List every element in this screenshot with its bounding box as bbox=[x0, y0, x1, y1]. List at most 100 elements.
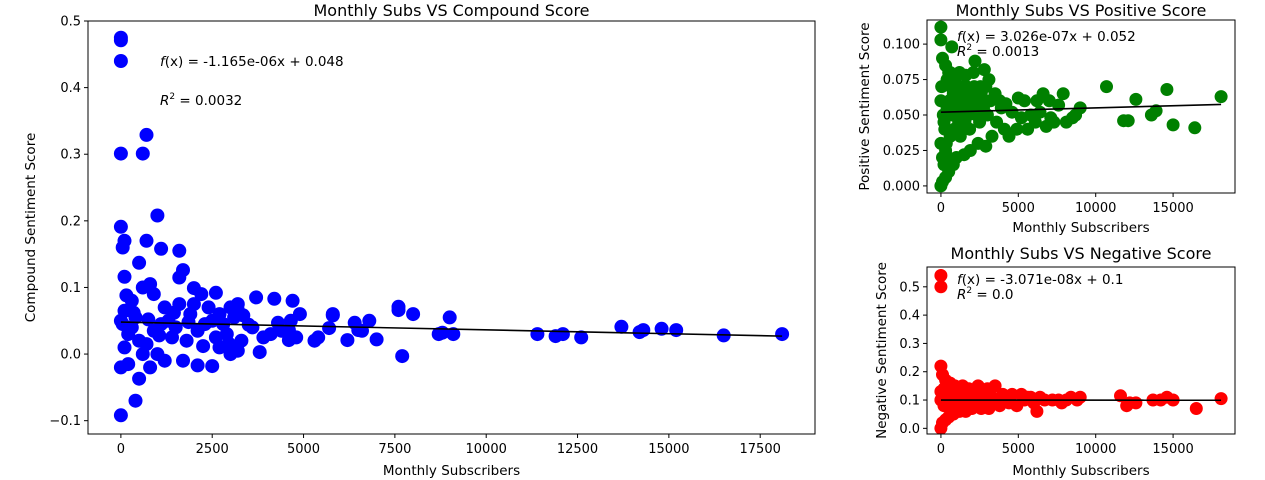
data-point bbox=[1033, 390, 1047, 404]
plot-frame bbox=[87, 20, 816, 435]
data-point bbox=[119, 288, 134, 303]
y-tick-label: 0.4 bbox=[60, 81, 81, 96]
data-point bbox=[636, 323, 651, 338]
data-point bbox=[285, 293, 300, 308]
data-point bbox=[934, 269, 948, 282]
y-tick-label: 0.1 bbox=[60, 281, 81, 296]
data-point bbox=[172, 243, 187, 258]
data-point bbox=[942, 108, 956, 122]
data-point bbox=[968, 54, 982, 68]
data-point bbox=[166, 305, 181, 320]
data-point bbox=[121, 357, 136, 372]
fit-equation: f(x) = -3.071e-08x + 0.1 bbox=[957, 272, 1123, 288]
r-squared: R2 = 0.0 bbox=[957, 286, 1014, 303]
y-axis-label: Compound Sentiment Score bbox=[23, 133, 39, 323]
data-point bbox=[113, 219, 128, 234]
data-point bbox=[172, 270, 187, 285]
x-tick-label: 0 bbox=[937, 201, 945, 216]
data-point bbox=[132, 333, 147, 348]
data-point bbox=[669, 323, 684, 338]
data-point bbox=[973, 80, 987, 94]
data-point bbox=[135, 146, 150, 161]
data-point bbox=[283, 313, 298, 328]
data-point bbox=[322, 321, 337, 336]
y-tick-label: 0.0 bbox=[899, 422, 920, 437]
y-tick-label: 0.3 bbox=[899, 337, 920, 352]
data-point bbox=[395, 349, 410, 364]
data-point bbox=[190, 323, 205, 338]
data-point bbox=[977, 101, 990, 115]
r-squared-rest: = 0.0032 bbox=[175, 93, 242, 109]
scatter-points bbox=[934, 20, 1228, 193]
data-point bbox=[966, 66, 980, 79]
data-point bbox=[201, 300, 216, 315]
data-point bbox=[939, 144, 953, 157]
data-point bbox=[179, 333, 194, 348]
data-point bbox=[256, 330, 271, 345]
data-point bbox=[208, 285, 223, 300]
trend-line bbox=[940, 103, 1222, 113]
x-tick-label: 5000 bbox=[1002, 442, 1035, 457]
data-point bbox=[391, 303, 406, 318]
data-point bbox=[117, 269, 132, 284]
chart-title: Monthly Subs VS Positive Score bbox=[956, 1, 1207, 20]
data-point bbox=[205, 359, 220, 374]
x-tick-label: 17500 bbox=[740, 442, 781, 457]
y-tick-label: 0.050 bbox=[883, 109, 920, 124]
data-point bbox=[150, 208, 165, 223]
y-tick-label: 0.2 bbox=[60, 214, 81, 229]
data-point bbox=[1056, 87, 1070, 101]
data-point bbox=[208, 330, 223, 345]
data-point bbox=[139, 127, 154, 142]
y-tick-label: 0.100 bbox=[883, 38, 920, 53]
data-point bbox=[1044, 111, 1058, 125]
y-axis-label: Negative Sentiment Score bbox=[874, 262, 890, 439]
y-tick-label: 0.000 bbox=[883, 179, 920, 194]
data-point bbox=[194, 287, 209, 302]
data-point bbox=[152, 328, 167, 343]
data-point bbox=[113, 54, 128, 68]
data-point bbox=[126, 305, 141, 320]
r-squared-rest: = 0.0013 bbox=[972, 44, 1039, 60]
data-point bbox=[775, 327, 790, 342]
data-point bbox=[1066, 111, 1079, 125]
data-point bbox=[937, 382, 951, 396]
data-point bbox=[968, 396, 982, 410]
x-axis-label: Monthly Subscribers bbox=[383, 463, 520, 479]
plot-frame bbox=[926, 266, 1236, 435]
y-tick-label: −0.1 bbox=[49, 414, 81, 429]
data-point bbox=[139, 233, 154, 248]
y-tick-label: 0.5 bbox=[899, 280, 920, 295]
data-point bbox=[289, 330, 304, 345]
r-squared-sup: 2 bbox=[169, 92, 175, 102]
data-point bbox=[934, 280, 948, 294]
r-squared-r: R bbox=[957, 287, 966, 303]
data-point bbox=[132, 255, 147, 270]
data-point bbox=[1214, 392, 1228, 406]
data-point bbox=[141, 312, 156, 327]
y-tick-label: 0.4 bbox=[899, 309, 920, 324]
data-point bbox=[325, 308, 340, 323]
fit-equation-f: f bbox=[957, 272, 964, 288]
r-squared-sup: 2 bbox=[966, 43, 972, 53]
data-point bbox=[1129, 92, 1143, 106]
fit-equation-rest: (x) = -3.071e-08x + 0.1 bbox=[962, 272, 1124, 288]
data-point bbox=[267, 291, 282, 306]
y-tick-label: 0.1 bbox=[899, 394, 920, 409]
data-point bbox=[1018, 94, 1031, 108]
data-point bbox=[369, 332, 384, 347]
data-point bbox=[115, 317, 130, 332]
y-tick-label: 0.0 bbox=[60, 348, 81, 363]
data-point bbox=[446, 327, 461, 342]
y-tick-label: 0.075 bbox=[883, 73, 920, 88]
data-point bbox=[117, 340, 132, 355]
r-squared-r: R bbox=[957, 44, 966, 60]
x-tick-label: 10000 bbox=[1075, 442, 1116, 457]
y-tick-label: 0.025 bbox=[883, 144, 920, 159]
data-point bbox=[132, 371, 147, 386]
negative-score-chart: Monthly Subs VS Negative Score Monthly S… bbox=[874, 244, 1236, 479]
data-point bbox=[574, 330, 589, 345]
data-point bbox=[614, 319, 629, 334]
data-point bbox=[963, 122, 977, 136]
data-point bbox=[113, 146, 128, 161]
